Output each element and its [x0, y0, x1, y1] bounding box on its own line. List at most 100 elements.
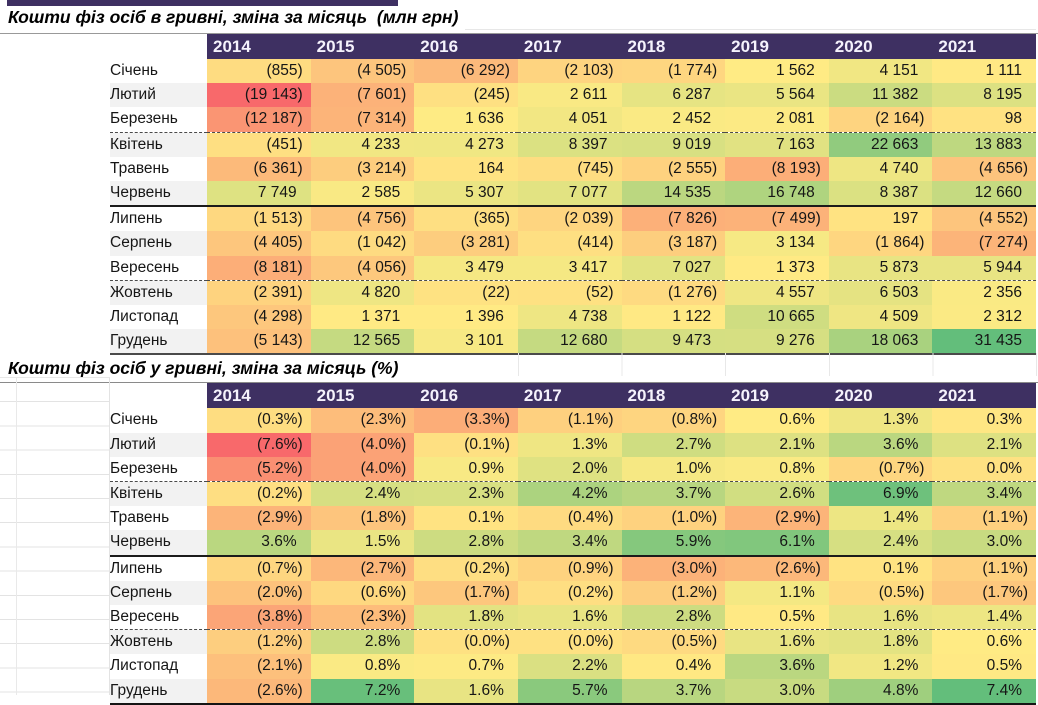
heatmap-cell[interactable]: 3.0%: [725, 678, 829, 704]
heatmap-cell[interactable]: 1.8%: [828, 629, 933, 655]
heatmap-cell[interactable]: (365): [414, 206, 518, 232]
heatmap-cell[interactable]: (22): [414, 280, 518, 306]
heatmap-cell[interactable]: 10 665: [725, 305, 829, 330]
heatmap-cell[interactable]: (0.5%): [828, 580, 933, 606]
month-label-cell[interactable]: Вересень: [110, 605, 207, 631]
heatmap-cell[interactable]: 2.8%: [310, 629, 415, 655]
heatmap-cell[interactable]: 3.7%: [621, 481, 726, 507]
heatmap-cell[interactable]: 4 233: [310, 132, 415, 157]
heatmap-cell[interactable]: (2.3%): [310, 408, 415, 433]
year-header-cell[interactable]: 2014: [207, 34, 311, 59]
heatmap-cell[interactable]: (1 864): [828, 231, 933, 256]
heatmap-cell[interactable]: 3.7%: [621, 678, 726, 704]
heatmap-cell[interactable]: 0.6%: [932, 629, 1036, 655]
heatmap-cell[interactable]: (3 214): [310, 156, 415, 182]
heatmap-cell[interactable]: (7 826): [621, 206, 726, 232]
heatmap-cell[interactable]: 4 509: [828, 305, 933, 330]
heatmap-cell[interactable]: (1.1%): [932, 506, 1036, 531]
month-label-cell[interactable]: Липень: [110, 206, 207, 232]
year-header-cell[interactable]: 2018: [621, 34, 726, 59]
heatmap-cell[interactable]: (0.1%): [414, 432, 518, 457]
heatmap-cell[interactable]: (52): [517, 280, 622, 306]
year-header-cell[interactable]: 2016: [414, 383, 518, 409]
heatmap-cell[interactable]: 4 738: [517, 305, 622, 330]
heatmap-cell[interactable]: 2 585: [310, 181, 415, 208]
heatmap-cell[interactable]: 1 111: [932, 59, 1036, 84]
heatmap-cell[interactable]: 1.8%: [414, 605, 518, 631]
heatmap-cell[interactable]: (1 513): [207, 206, 311, 232]
heatmap-cell[interactable]: (2.6%): [207, 678, 311, 704]
heatmap-cell[interactable]: (6 361): [207, 156, 311, 182]
heatmap-cell[interactable]: 0.1%: [414, 506, 518, 531]
heatmap-cell[interactable]: 2.3%: [414, 481, 518, 507]
heatmap-cell[interactable]: 1.2%: [828, 654, 933, 679]
heatmap-cell[interactable]: 3.6%: [828, 432, 933, 457]
heatmap-cell[interactable]: (2 039): [517, 206, 622, 232]
heatmap-cell[interactable]: (6 292): [414, 59, 518, 84]
month-label-cell[interactable]: Лютий: [110, 432, 207, 457]
heatmap-cell[interactable]: 7.4%: [932, 678, 1036, 704]
heatmap-cell[interactable]: 2.0%: [517, 456, 622, 483]
heatmap-cell[interactable]: 2 611: [517, 83, 622, 108]
month-label-cell[interactable]: Листопад: [110, 654, 207, 679]
heatmap-cell[interactable]: (1.2%): [621, 580, 726, 606]
year-header-cell[interactable]: 2014: [207, 383, 311, 409]
heatmap-cell[interactable]: (1 042): [310, 231, 415, 256]
heatmap-cell[interactable]: 22 663: [828, 132, 933, 157]
heatmap-cell[interactable]: (1.1%): [932, 555, 1036, 581]
year-header-cell[interactable]: 2015: [310, 383, 415, 409]
heatmap-cell[interactable]: (5.2%): [207, 456, 311, 483]
heatmap-cell[interactable]: 7 163: [725, 132, 829, 157]
heatmap-cell[interactable]: (0.7%): [828, 456, 933, 483]
heatmap-cell[interactable]: 0.8%: [725, 456, 829, 483]
heatmap-cell[interactable]: 98: [932, 107, 1036, 133]
heatmap-cell[interactable]: 0.4%: [621, 654, 726, 679]
heatmap-cell[interactable]: (2.9%): [725, 506, 829, 531]
heatmap-cell[interactable]: 2 312: [932, 305, 1036, 330]
heatmap-cell[interactable]: 1.6%: [828, 605, 933, 631]
heatmap-cell[interactable]: (2.0%): [207, 580, 311, 606]
year-header-cell[interactable]: 2015: [310, 34, 415, 59]
heatmap-cell[interactable]: (4 056): [310, 255, 415, 281]
year-header-cell[interactable]: 2017: [517, 383, 622, 409]
heatmap-cell[interactable]: 1 371: [310, 305, 415, 330]
heatmap-cell[interactable]: (4.0%): [310, 456, 415, 483]
heatmap-cell[interactable]: (0.4%): [517, 506, 622, 531]
heatmap-cell[interactable]: 5.9%: [621, 530, 726, 557]
heatmap-cell[interactable]: 3.4%: [517, 530, 622, 557]
heatmap-cell[interactable]: 0.3%: [932, 408, 1036, 433]
heatmap-cell[interactable]: 12 565: [310, 329, 415, 355]
heatmap-cell[interactable]: (414): [517, 231, 622, 256]
heatmap-cell[interactable]: 2.6%: [725, 481, 829, 507]
heatmap-cell[interactable]: 7.2%: [310, 678, 415, 704]
heatmap-cell[interactable]: (1.1%): [517, 408, 622, 433]
heatmap-cell[interactable]: (1.7%): [414, 580, 518, 606]
heatmap-cell[interactable]: (12 187): [207, 107, 311, 133]
heatmap-cell[interactable]: 1.3%: [517, 432, 622, 457]
heatmap-cell[interactable]: 6.1%: [725, 530, 829, 557]
heatmap-cell[interactable]: 1 396: [414, 305, 518, 330]
heatmap-cell[interactable]: (2.1%): [207, 654, 311, 679]
heatmap-cell[interactable]: 3.0%: [932, 530, 1036, 557]
heatmap-cell[interactable]: 2.1%: [932, 432, 1036, 457]
heatmap-cell[interactable]: (8 193): [725, 156, 829, 182]
heatmap-cell[interactable]: 3.4%: [932, 481, 1036, 507]
month-label-cell[interactable]: Квітень: [110, 132, 207, 157]
heatmap-cell[interactable]: (0.2%): [517, 580, 622, 606]
heatmap-cell[interactable]: 1.5%: [310, 530, 415, 557]
heatmap-cell[interactable]: (8 181): [207, 255, 311, 281]
heatmap-cell[interactable]: 164: [414, 156, 518, 182]
year-header-cell[interactable]: 2018: [621, 383, 726, 409]
heatmap-cell[interactable]: 3 417: [517, 255, 622, 281]
heatmap-cell[interactable]: 1.3%: [828, 408, 933, 433]
year-header-cell[interactable]: 2019: [725, 383, 829, 409]
heatmap-cell[interactable]: (3 187): [621, 231, 726, 256]
heatmap-cell[interactable]: 1.0%: [621, 456, 726, 483]
heatmap-cell[interactable]: 31 435: [932, 329, 1036, 355]
month-label-cell[interactable]: Березень: [110, 456, 207, 483]
month-label-cell[interactable]: Березень: [110, 107, 207, 133]
heatmap-cell[interactable]: (0.2%): [207, 481, 311, 507]
month-label-cell[interactable]: Січень: [110, 408, 207, 433]
heatmap-cell[interactable]: 0.5%: [932, 654, 1036, 679]
heatmap-cell[interactable]: (2 555): [621, 156, 726, 182]
